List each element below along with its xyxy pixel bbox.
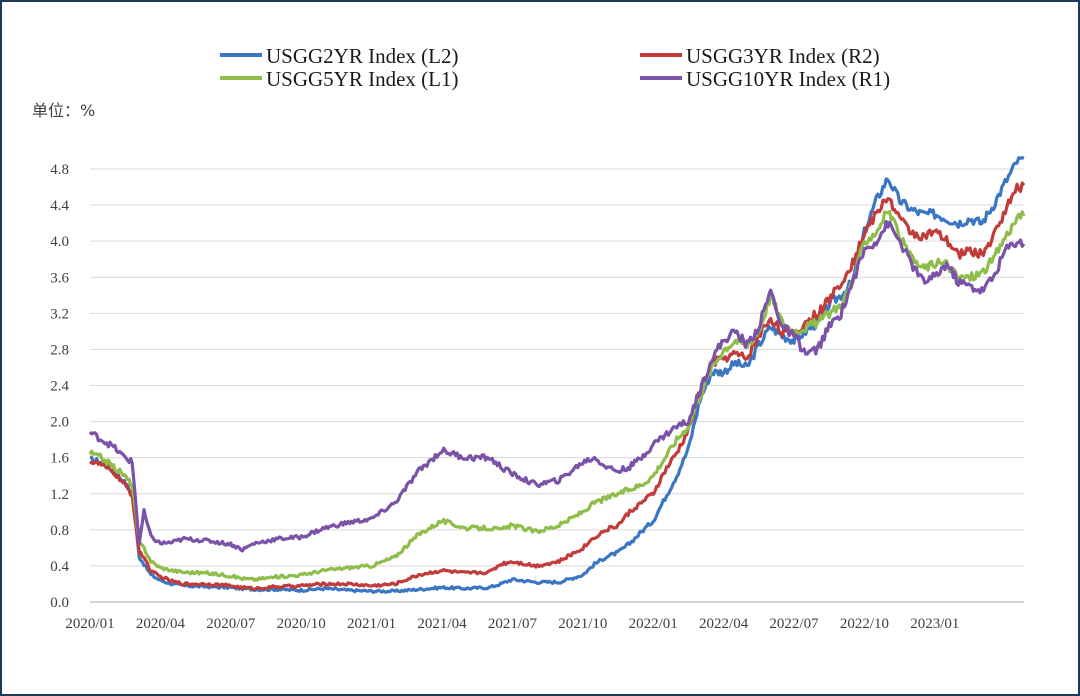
y-tick-label: 0.4 (50, 559, 69, 575)
legend-label-2yr: USGG2YR Index (L2) (266, 44, 458, 68)
y-tick-label: 0.8 (50, 523, 69, 539)
x-tick-label: 2020/10 (277, 616, 326, 632)
axis-ticks: 0.0 0.4 0.8 1.2 1.6 2.0 2.4 2.8 3.2 3.6 4.0 4.4 4.8 2… (50, 162, 959, 632)
y-tick-label: 1.6 (50, 451, 69, 467)
x-tick-label: 2020/07 (206, 616, 256, 632)
series-line-10yr (88, 219, 1026, 553)
x-tick-label: 2021/07 (488, 616, 538, 632)
y-tick-label: 4.4 (50, 198, 69, 214)
x-tick-label: 2021/01 (347, 616, 396, 632)
y-tick-label: 3.6 (50, 270, 69, 286)
y-tick-label: 0.0 (50, 595, 69, 611)
x-tick-label: 2023/01 (910, 616, 959, 632)
y-tick-label: 2.0 (50, 415, 69, 431)
x-tick-label: 2022/07 (769, 616, 819, 632)
y-tick-label: 2.8 (50, 342, 69, 358)
legend-label-3yr: USGG3YR Index (R2) (686, 44, 880, 68)
x-tick-label: 2021/04 (417, 616, 467, 632)
y-tick-label: 3.2 (50, 306, 69, 322)
x-tick-label: 2022/10 (840, 616, 889, 632)
grid-lines (90, 168, 1024, 603)
y-tick-label: 2.4 (50, 379, 69, 395)
y-tick-label: 1.2 (50, 487, 69, 503)
legend-label-5yr: USGG5YR Index (L1) (266, 67, 458, 91)
legend: USGG2YR Index (L2) USGG3YR Index (R2) US… (220, 44, 890, 91)
x-tick-label: 2021/10 (558, 616, 607, 632)
series-line-3yr (88, 181, 1026, 592)
x-tick-label: 2020/04 (136, 616, 186, 632)
series-line-5yr (88, 210, 1026, 582)
x-tick-label: 2022/01 (629, 616, 678, 632)
series-lines (88, 156, 1026, 594)
y-tick-label: 4.0 (50, 234, 69, 250)
legend-label-10yr: USGG10YR Index (R1) (686, 67, 890, 91)
x-tick-label: 2020/01 (65, 616, 114, 632)
unit-label: 单位：% (32, 101, 95, 120)
x-tick-label: 2022/04 (699, 616, 749, 632)
y-tick-label: 4.8 (50, 162, 69, 178)
